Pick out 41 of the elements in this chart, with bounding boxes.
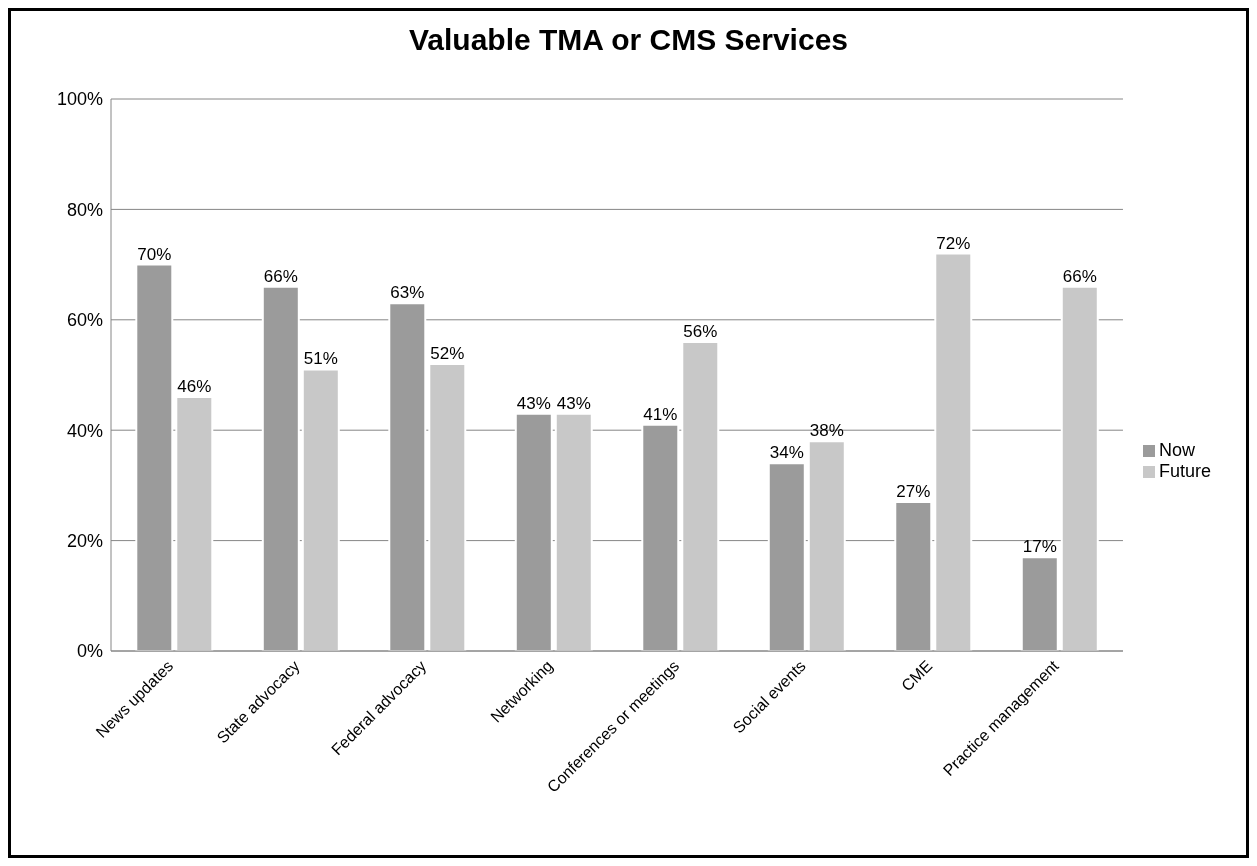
data-label: 66% bbox=[263, 266, 298, 286]
legend-label: Now bbox=[1158, 440, 1195, 460]
data-label: 38% bbox=[809, 421, 844, 441]
chart-title: Valuable TMA or CMS Services bbox=[407, 22, 849, 58]
data-label: 63% bbox=[390, 283, 425, 303]
legend-label: Future bbox=[1158, 461, 1211, 481]
y-tick-label: 100% bbox=[56, 89, 103, 110]
data-label: 56% bbox=[683, 321, 718, 341]
bar bbox=[428, 362, 467, 651]
data-label: 17% bbox=[1022, 537, 1057, 557]
data-label: 43% bbox=[516, 393, 551, 413]
bar bbox=[641, 423, 680, 651]
bar bbox=[175, 396, 214, 651]
bar bbox=[554, 412, 593, 651]
data-label: 34% bbox=[769, 443, 804, 463]
bar bbox=[135, 263, 174, 651]
y-tick-label: 40% bbox=[66, 420, 103, 441]
y-tick-label: 20% bbox=[66, 530, 103, 551]
bar bbox=[1060, 285, 1099, 651]
data-label: 70% bbox=[137, 244, 172, 264]
data-label: 51% bbox=[303, 349, 338, 369]
y-tick-label: 60% bbox=[66, 310, 103, 331]
data-label: 46% bbox=[177, 377, 212, 397]
bar bbox=[388, 302, 427, 651]
bar bbox=[1020, 556, 1059, 651]
y-tick-label: 80% bbox=[66, 199, 103, 220]
data-label: 52% bbox=[430, 343, 465, 363]
bar bbox=[514, 412, 553, 651]
data-label: 72% bbox=[936, 233, 971, 253]
bar bbox=[767, 462, 806, 651]
data-label: 27% bbox=[896, 481, 931, 501]
bar bbox=[301, 368, 340, 651]
bar bbox=[261, 285, 300, 651]
data-label: 41% bbox=[643, 404, 678, 424]
bar bbox=[894, 500, 933, 651]
bar bbox=[934, 252, 973, 651]
data-label: 66% bbox=[1062, 266, 1097, 286]
bar bbox=[681, 340, 720, 651]
bar bbox=[807, 440, 846, 651]
y-tick-label: 0% bbox=[76, 641, 103, 662]
data-label: 43% bbox=[556, 393, 591, 413]
